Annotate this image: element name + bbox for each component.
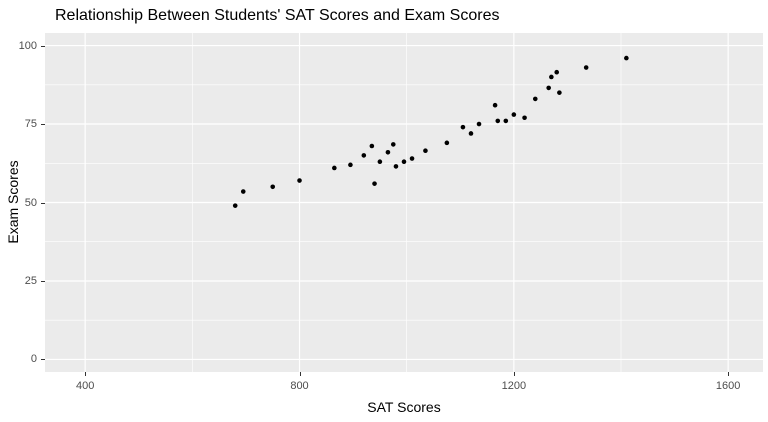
x-tick-mark (85, 372, 87, 376)
y-tick-label: 100 (18, 39, 37, 52)
data-point (503, 118, 509, 124)
x-axis-title: SAT Scores (367, 399, 441, 415)
x-tick-label: 1200 (501, 380, 527, 392)
plot-canvas (45, 33, 763, 372)
data-point (361, 153, 367, 158)
data-point (492, 102, 498, 108)
y-tick-mark (41, 45, 45, 47)
data-point (546, 85, 551, 91)
data-point (468, 131, 474, 136)
data-point (409, 156, 415, 161)
data-point (624, 55, 629, 61)
y-tick-mark (41, 202, 45, 204)
data-point (532, 96, 538, 102)
data-point (297, 178, 302, 183)
data-point (240, 189, 246, 194)
y-tick-label: 25 (24, 274, 37, 287)
data-point (401, 159, 407, 164)
data-point (495, 118, 501, 124)
data-point (332, 165, 337, 171)
y-tick-mark (41, 124, 45, 126)
data-point (444, 140, 450, 146)
data-point (557, 90, 562, 95)
data-point (583, 65, 589, 70)
data-point (460, 124, 466, 130)
data-point (369, 143, 375, 149)
y-tick-mark (41, 359, 45, 361)
data-point (476, 121, 482, 127)
chart-title: Relationship Between Students' SAT Score… (55, 7, 500, 24)
x-tick-label: 1600 (715, 380, 741, 392)
data-point (390, 142, 396, 147)
data-point (423, 148, 428, 154)
data-point (522, 115, 527, 121)
data-point (385, 149, 391, 155)
data-point (270, 184, 276, 190)
y-tick-label: 75 (24, 118, 37, 131)
y-tick-mark (41, 280, 45, 282)
data-point (348, 162, 353, 168)
y-axis-title: Exam Scores (5, 160, 21, 244)
data-point (377, 159, 383, 164)
x-tick-label: 400 (75, 380, 95, 392)
data-point (372, 181, 377, 186)
y-tick-label: 50 (24, 196, 37, 209)
data-point (232, 203, 238, 208)
plot-panel (45, 33, 763, 372)
x-tick-label: 800 (290, 380, 309, 392)
data-point (549, 74, 554, 80)
data-point (554, 69, 560, 75)
data-point (511, 112, 517, 117)
x-tick-mark (513, 372, 515, 376)
data-point (393, 164, 399, 169)
y-tick-label: 0 (30, 353, 37, 366)
x-tick-mark (728, 372, 730, 376)
x-tick-mark (299, 372, 301, 376)
